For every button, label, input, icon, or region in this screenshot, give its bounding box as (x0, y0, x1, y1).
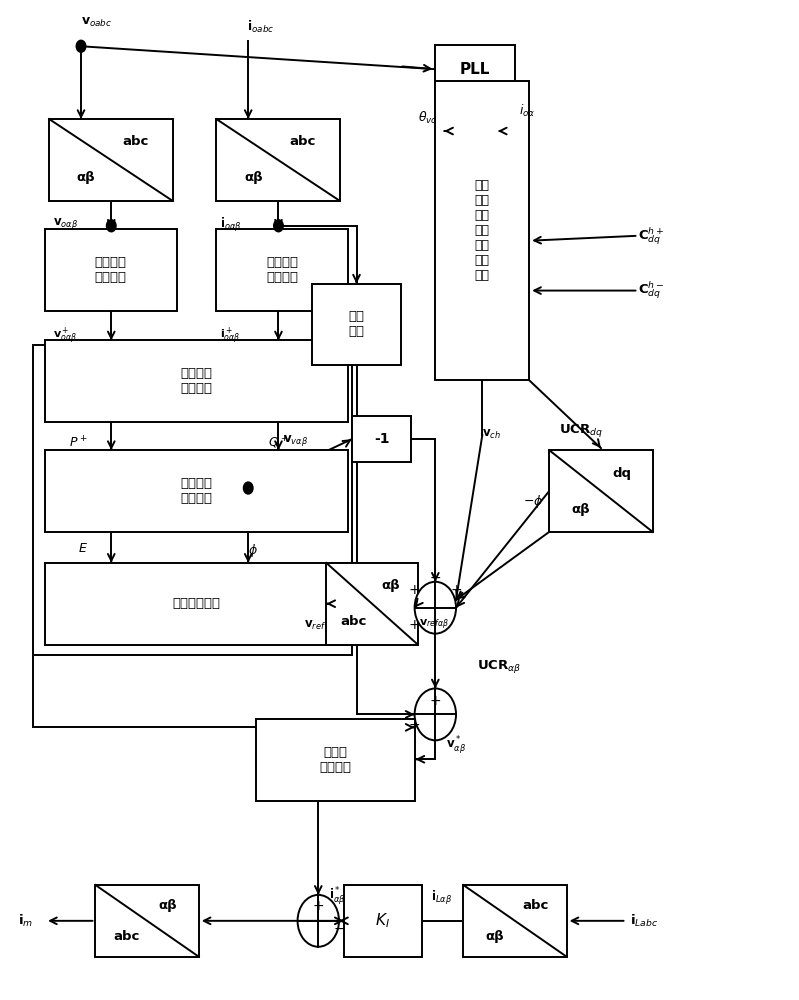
Text: abc: abc (122, 135, 149, 148)
Text: abc: abc (340, 615, 367, 628)
FancyBboxPatch shape (95, 885, 199, 957)
FancyBboxPatch shape (435, 45, 515, 93)
Text: $i_{o\alpha}$: $i_{o\alpha}$ (519, 103, 535, 119)
FancyBboxPatch shape (46, 340, 348, 422)
Text: $\mathbf{v}_{ch}$: $\mathbf{v}_{ch}$ (483, 428, 501, 441)
Circle shape (244, 482, 253, 494)
Text: $\mathbf{C}^{h+}_{dq}$: $\mathbf{C}^{h+}_{dq}$ (638, 225, 665, 247)
Circle shape (274, 220, 284, 232)
Text: -1: -1 (374, 432, 389, 446)
Text: $\mathbf{i}^+_{o\alpha\beta}$: $\mathbf{i}^+_{o\alpha\beta}$ (221, 325, 240, 346)
Text: $\mathbf{i}_{Labc}$: $\mathbf{i}_{Labc}$ (630, 913, 658, 929)
FancyBboxPatch shape (46, 229, 177, 311)
Circle shape (415, 582, 456, 634)
Text: −: − (333, 922, 345, 936)
Text: $\phi$: $\phi$ (248, 542, 258, 559)
Text: $\mathbf{v}^*_{\alpha\beta}$: $\mathbf{v}^*_{\alpha\beta}$ (446, 734, 466, 756)
Text: $\mathbf{i}_{oabc}$: $\mathbf{i}_{oabc}$ (247, 19, 274, 35)
Circle shape (76, 40, 85, 52)
Text: $\mathbf{v}_{o\alpha\beta}$: $\mathbf{v}_{o\alpha\beta}$ (54, 216, 78, 231)
Text: $\mathbf{v}_{oabc}$: $\mathbf{v}_{oabc}$ (81, 16, 112, 29)
Text: PLL: PLL (460, 62, 491, 77)
FancyBboxPatch shape (463, 885, 566, 957)
Text: $\mathbf{v}^+_{o\alpha\beta}$: $\mathbf{v}^+_{o\alpha\beta}$ (54, 325, 77, 346)
Text: $\mathbf{i}_{o\alpha\beta}$: $\mathbf{i}_{o\alpha\beta}$ (221, 216, 242, 234)
FancyBboxPatch shape (352, 416, 411, 462)
Text: 基波正序
分量提取: 基波正序 分量提取 (95, 256, 127, 284)
FancyBboxPatch shape (256, 719, 415, 801)
FancyBboxPatch shape (50, 119, 173, 201)
Text: 准比例
谐振控制: 准比例 谐振控制 (320, 746, 352, 774)
Text: abc: abc (113, 930, 140, 943)
Text: $\mathbf{v}_{v\alpha\beta}$: $\mathbf{v}_{v\alpha\beta}$ (283, 433, 308, 448)
Text: αβ: αβ (244, 171, 263, 184)
Text: $P^+$: $P^+$ (69, 435, 87, 450)
Text: $\mathbf{C}^{h-}_{dq}$: $\mathbf{C}^{h-}_{dq}$ (638, 280, 665, 301)
FancyBboxPatch shape (326, 563, 418, 645)
Text: 基波正序
功率计算: 基波正序 功率计算 (181, 367, 213, 395)
Text: $\mathbf{v}_{ref}$: $\mathbf{v}_{ref}$ (304, 619, 326, 632)
Text: +: + (450, 583, 462, 597)
FancyBboxPatch shape (46, 450, 348, 532)
Text: abc: abc (289, 135, 316, 148)
Text: dq: dq (612, 467, 631, 480)
Text: 基波正序
功率控制: 基波正序 功率控制 (181, 477, 213, 505)
Text: $\mathbf{i}_{L\alpha\beta}$: $\mathbf{i}_{L\alpha\beta}$ (431, 889, 452, 907)
Text: $\mathbf{i}_m$: $\mathbf{i}_m$ (18, 913, 34, 929)
Text: αβ: αβ (571, 503, 590, 516)
Text: $\mathbf{i}^*_{\alpha\beta}$: $\mathbf{i}^*_{\alpha\beta}$ (329, 885, 346, 907)
Text: +: + (312, 899, 324, 913)
Text: $E$: $E$ (78, 542, 87, 555)
Text: αβ: αβ (381, 579, 400, 592)
Text: 特征
次谐
波正
负序
补偶
电压
计算: 特征 次谐 波正 负序 补偶 电压 计算 (475, 179, 490, 282)
FancyBboxPatch shape (344, 885, 422, 957)
FancyBboxPatch shape (217, 119, 340, 201)
FancyBboxPatch shape (217, 229, 348, 311)
FancyBboxPatch shape (46, 563, 348, 645)
Text: αβ: αβ (485, 930, 503, 943)
Circle shape (106, 220, 116, 232)
Text: +: + (409, 618, 420, 632)
Text: $-\phi$: $-\phi$ (523, 493, 543, 510)
FancyBboxPatch shape (549, 450, 653, 532)
Text: +: + (430, 694, 441, 708)
Circle shape (297, 895, 339, 947)
Text: αβ: αβ (158, 899, 177, 912)
Text: 参考电压合成: 参考电压合成 (173, 597, 221, 610)
Text: αβ: αβ (77, 171, 96, 184)
Text: −: − (409, 717, 420, 731)
FancyBboxPatch shape (312, 284, 401, 365)
Text: $K_I$: $K_I$ (376, 911, 390, 930)
Text: $\mathbf{UCR}_{\alpha\beta}$: $\mathbf{UCR}_{\alpha\beta}$ (477, 658, 521, 675)
Text: $Q^+$: $Q^+$ (268, 435, 289, 451)
Text: 基波正序
分量提取: 基波正序 分量提取 (266, 256, 298, 284)
Text: −: − (430, 571, 441, 585)
Circle shape (415, 688, 456, 740)
Text: $\mathbf{UCR}_{dq}$: $\mathbf{UCR}_{dq}$ (559, 422, 603, 439)
Text: 虚拟
阻抗: 虚拟 阻抗 (348, 310, 364, 338)
Text: $\theta_{vo}$: $\theta_{vo}$ (418, 110, 438, 126)
Text: $\mathbf{v}_{ref\alpha\beta}$: $\mathbf{v}_{ref\alpha\beta}$ (419, 617, 448, 632)
Text: abc: abc (523, 899, 549, 912)
FancyBboxPatch shape (435, 81, 529, 380)
Text: +: + (409, 583, 420, 597)
